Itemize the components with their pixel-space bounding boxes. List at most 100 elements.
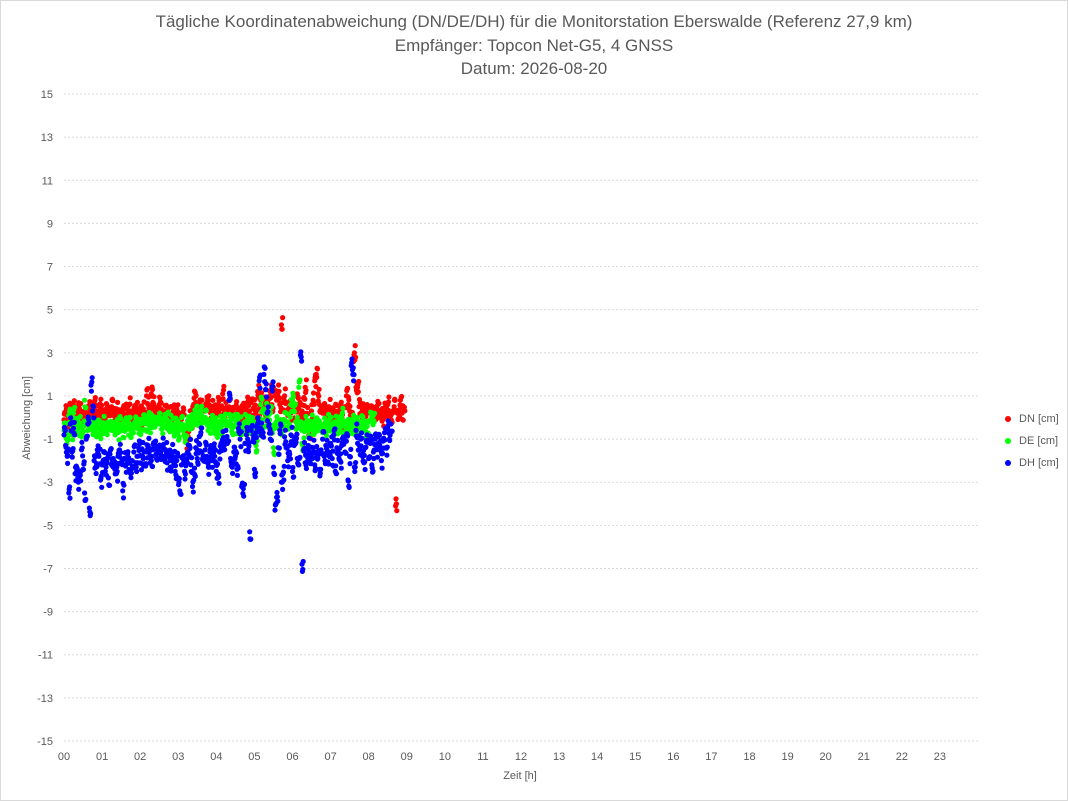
data-point	[224, 433, 230, 440]
data-point	[168, 468, 174, 474]
data-point	[79, 439, 85, 445]
data-point	[117, 441, 123, 447]
data-point	[349, 356, 355, 362]
data-point	[268, 430, 274, 436]
x-tick-label: 10	[439, 751, 451, 763]
data-point	[157, 395, 163, 401]
data-point	[266, 421, 272, 427]
data-point	[131, 449, 137, 455]
legend-label-dh: DH [cm]	[1019, 457, 1059, 469]
data-point	[217, 456, 223, 462]
data-point	[291, 409, 298, 415]
data-point	[172, 463, 179, 469]
data-point	[143, 461, 149, 467]
data-point	[308, 461, 314, 467]
data-point	[300, 409, 306, 415]
legend-item-dn: DN [cm]	[1003, 408, 1067, 430]
y-tick-label: 15	[41, 89, 53, 101]
data-point	[127, 401, 133, 407]
data-point	[80, 429, 86, 435]
data-point	[353, 427, 359, 433]
data-point	[222, 447, 228, 453]
data-point	[346, 397, 352, 403]
data-point	[181, 407, 187, 413]
data-point	[314, 374, 320, 380]
x-tick-label: 16	[667, 751, 679, 763]
data-point	[280, 486, 286, 492]
data-point	[270, 464, 277, 470]
y-tick-label: -15	[37, 736, 53, 748]
data-point	[98, 396, 104, 402]
data-point	[157, 410, 163, 416]
chart-subtitle-date: Datum: 2026-08-20	[460, 59, 608, 78]
data-point	[272, 471, 278, 478]
data-point	[189, 483, 196, 490]
data-point	[384, 444, 390, 450]
data-point	[191, 465, 198, 471]
data-point	[322, 402, 328, 408]
data-point	[303, 387, 309, 393]
data-point	[117, 454, 123, 460]
data-point	[149, 463, 156, 470]
data-point	[221, 383, 227, 389]
data-point	[238, 414, 244, 420]
data-point	[163, 402, 169, 408]
data-point	[199, 425, 205, 431]
data-point	[345, 433, 351, 439]
data-point	[316, 419, 323, 425]
x-tick-label: 19	[781, 751, 793, 763]
data-point	[189, 455, 195, 461]
data-point	[78, 401, 84, 407]
data-point	[310, 390, 317, 396]
data-point	[227, 414, 233, 420]
data-point	[197, 441, 203, 447]
data-point	[77, 413, 83, 420]
x-tick-label: 11	[477, 751, 488, 763]
data-point	[215, 430, 221, 436]
x-tick-label: 23	[934, 751, 946, 763]
data-point	[348, 446, 354, 452]
data-point	[248, 536, 254, 542]
data-point	[338, 459, 344, 465]
data-point	[115, 478, 121, 484]
data-point	[120, 495, 127, 501]
data-point	[180, 413, 186, 420]
data-point	[287, 456, 294, 462]
data-point	[160, 435, 166, 441]
data-point	[138, 467, 144, 473]
legend: DN [cm] DE [cm] DH [cm]	[1003, 408, 1067, 474]
data-point	[90, 404, 96, 410]
data-point	[293, 435, 300, 441]
data-point	[243, 432, 250, 438]
data-point	[268, 437, 275, 444]
legend-marker-dh	[1005, 460, 1011, 466]
data-point	[115, 399, 121, 405]
data-point	[351, 378, 357, 384]
x-tick-label: 05	[248, 751, 260, 763]
data-point	[234, 399, 240, 405]
data-point	[151, 394, 157, 400]
data-point	[175, 418, 181, 424]
data-point	[283, 439, 289, 445]
data-point	[260, 430, 266, 436]
data-point	[65, 460, 71, 466]
data-point	[130, 430, 136, 436]
data-point	[220, 387, 227, 393]
data-point	[81, 459, 87, 465]
data-point	[352, 464, 358, 470]
data-point	[331, 432, 337, 438]
x-tick-label: 04	[210, 751, 222, 763]
y-tick-labels: 15 13 11 9 7 5 3 1 -1 -3 -5 -7 -9 -11 -13 -15	[37, 89, 53, 748]
data-point	[206, 393, 212, 399]
legend-label-de: DE [cm]	[1019, 435, 1059, 447]
data-point	[86, 419, 92, 426]
data-point	[291, 474, 297, 480]
data-point	[354, 421, 360, 427]
data-point	[118, 415, 124, 422]
data-point	[345, 385, 351, 391]
data-point	[258, 402, 264, 408]
data-point	[160, 431, 166, 437]
data-point	[120, 488, 126, 494]
data-point	[297, 377, 303, 383]
data-point	[303, 465, 309, 472]
